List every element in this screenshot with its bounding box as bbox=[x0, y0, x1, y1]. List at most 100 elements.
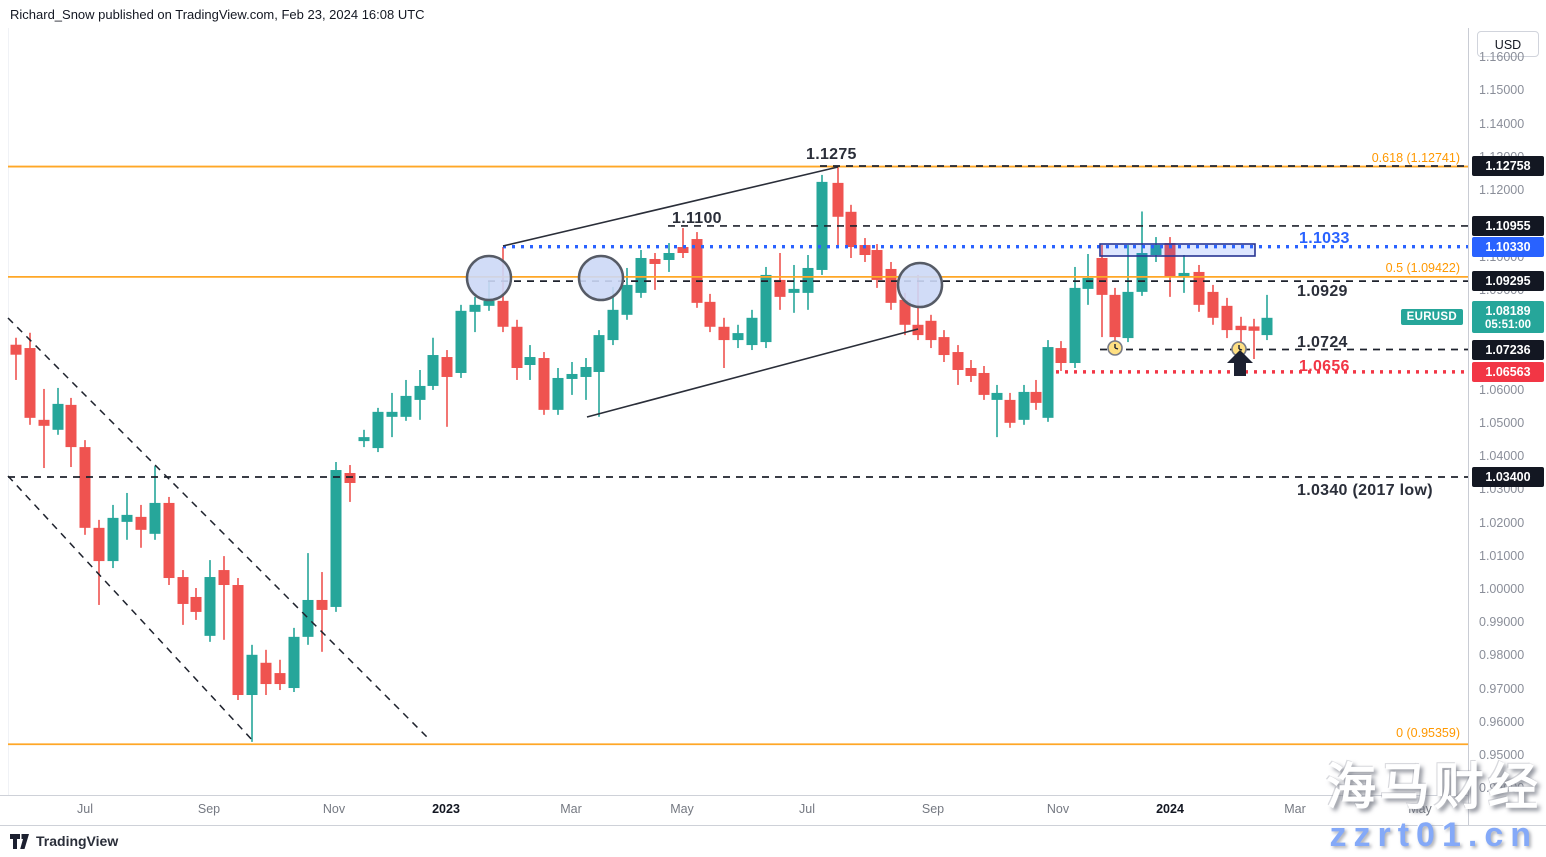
candle-body bbox=[991, 392, 1003, 400]
candle-body bbox=[260, 662, 272, 685]
level-label-low-2017: 1.0340 (2017 low) bbox=[1297, 482, 1433, 499]
candle-body bbox=[190, 596, 202, 612]
candle-body bbox=[1150, 245, 1162, 255]
candle-body bbox=[135, 516, 147, 530]
candle-body bbox=[163, 502, 175, 579]
supply-zone bbox=[1099, 243, 1256, 257]
candle-body bbox=[1122, 291, 1134, 339]
time-label-Mar[interactable]: Mar bbox=[560, 802, 582, 816]
candle-body bbox=[1221, 305, 1233, 331]
candle-body bbox=[899, 299, 911, 325]
candle-body bbox=[952, 352, 964, 370]
price-tick: 1.06000 bbox=[1479, 382, 1525, 397]
time-label-Mar[interactable]: Mar bbox=[1284, 802, 1306, 816]
time-label-Nov[interactable]: Nov bbox=[322, 802, 346, 816]
price-badge-1.10330: 1.10330 bbox=[1472, 236, 1544, 257]
price-badge-1.10955: 1.10955 bbox=[1472, 215, 1544, 236]
price-tick: 0.96000 bbox=[1479, 714, 1525, 729]
candle-body bbox=[566, 373, 578, 379]
candlestick-canvas[interactable] bbox=[0, 28, 1468, 795]
countdown-timer: 05:51:00 bbox=[1484, 319, 1532, 332]
candle-body bbox=[1261, 317, 1273, 336]
candle-body bbox=[483, 300, 495, 306]
price-tick: 1.02000 bbox=[1479, 515, 1525, 530]
level-label-alert-1.1033: 1.1033 bbox=[1299, 230, 1350, 247]
candle-body bbox=[79, 447, 91, 528]
price-badge-1.06563: 1.06563 bbox=[1472, 361, 1544, 382]
price-badge-1.08189: 1.08189 05:51:00 bbox=[1472, 301, 1544, 334]
time-label-Jul[interactable]: Jul bbox=[77, 802, 93, 816]
candle-body bbox=[621, 284, 633, 315]
candle-body bbox=[1018, 391, 1030, 420]
candle-body bbox=[427, 355, 439, 386]
candle-body bbox=[1235, 325, 1247, 331]
candle-body bbox=[816, 181, 828, 270]
candle-body bbox=[1069, 287, 1081, 364]
wedge-top bbox=[502, 166, 839, 247]
price-tick: 0.99000 bbox=[1479, 615, 1525, 630]
symbol-label-badge: EURUSD bbox=[1400, 308, 1463, 325]
candle-body bbox=[663, 253, 675, 260]
highlight-circle bbox=[896, 261, 944, 309]
candle-body bbox=[10, 344, 22, 355]
level-label-support-1.0724: 1.0724 bbox=[1297, 334, 1348, 351]
candle-body bbox=[1082, 277, 1094, 289]
candle-body bbox=[552, 377, 564, 410]
time-label-Sep[interactable]: Sep bbox=[197, 802, 221, 816]
highlight-circle bbox=[465, 254, 513, 302]
candle-body bbox=[845, 211, 857, 248]
candle-body bbox=[372, 411, 384, 449]
candle-body bbox=[1030, 391, 1042, 403]
candle-body bbox=[455, 310, 467, 373]
candle-body bbox=[288, 636, 300, 689]
wedge-bottom bbox=[586, 328, 919, 418]
candle-body bbox=[121, 514, 133, 522]
price-axis[interactable]: USD 1.160001.150001.140001.130001.120001… bbox=[1468, 28, 1546, 825]
time-label-2023[interactable]: 2023 bbox=[432, 802, 460, 816]
candle-body bbox=[925, 320, 937, 341]
candle-body bbox=[691, 239, 703, 303]
price-badge-1.07236: 1.07236 bbox=[1472, 339, 1544, 360]
clock-hand bbox=[1114, 347, 1119, 350]
down-channel-upper bbox=[7, 317, 431, 741]
price-tick: 1.14000 bbox=[1479, 116, 1525, 131]
price-chart[interactable]: 1.1275 1.1100 1.1033 1.0929 1.0724 1.0656 1.03… bbox=[0, 28, 1468, 795]
candle-body bbox=[1164, 243, 1176, 277]
time-label-Jul[interactable]: Jul bbox=[799, 802, 815, 816]
price-tick: 0.97000 bbox=[1479, 681, 1525, 696]
fib-label-0.618: 0.618 (1.12741) bbox=[1371, 151, 1460, 165]
candle-body bbox=[938, 337, 950, 356]
price-badge-1.12758: 1.12758 bbox=[1472, 156, 1544, 176]
time-label-May[interactable]: May bbox=[670, 802, 694, 816]
tradingview-logo-text: TradingView bbox=[36, 833, 119, 849]
tradingview-logo[interactable]: TradingView bbox=[10, 833, 118, 849]
time-label-2024[interactable]: 2024 bbox=[1156, 802, 1184, 816]
candle-body bbox=[330, 470, 342, 607]
candle-body bbox=[52, 403, 64, 430]
price-tick: 1.00000 bbox=[1479, 581, 1525, 596]
candle-body bbox=[580, 366, 592, 377]
candle-body bbox=[358, 437, 370, 442]
candle-body bbox=[93, 527, 105, 562]
candle-body bbox=[538, 358, 550, 410]
up-arrow-marker bbox=[1227, 350, 1253, 376]
time-axis[interactable]: Jul Sep Nov 2023 Mar May Jul Sep Nov 2024 Mar May bbox=[0, 795, 1468, 826]
time-label-May[interactable]: May bbox=[1408, 802, 1432, 816]
candle-body bbox=[1207, 291, 1219, 318]
candle-body bbox=[316, 599, 328, 610]
currency-toggle-button[interactable]: USD bbox=[1477, 31, 1539, 57]
candle-body bbox=[1109, 294, 1121, 338]
candle-body bbox=[497, 300, 509, 327]
candle-body bbox=[871, 250, 883, 280]
candle-body bbox=[1178, 272, 1190, 277]
candle-body bbox=[677, 247, 689, 254]
candle-body bbox=[274, 673, 286, 685]
footer-bar: TradingView bbox=[0, 825, 1546, 857]
time-label-Sep[interactable]: Sep bbox=[921, 802, 945, 816]
tradingview-logo-icon bbox=[10, 833, 29, 849]
plot-left-edge bbox=[8, 28, 9, 795]
candle-body bbox=[302, 599, 314, 637]
time-label-Nov[interactable]: Nov bbox=[1046, 802, 1070, 816]
clock-hand bbox=[1238, 348, 1243, 351]
